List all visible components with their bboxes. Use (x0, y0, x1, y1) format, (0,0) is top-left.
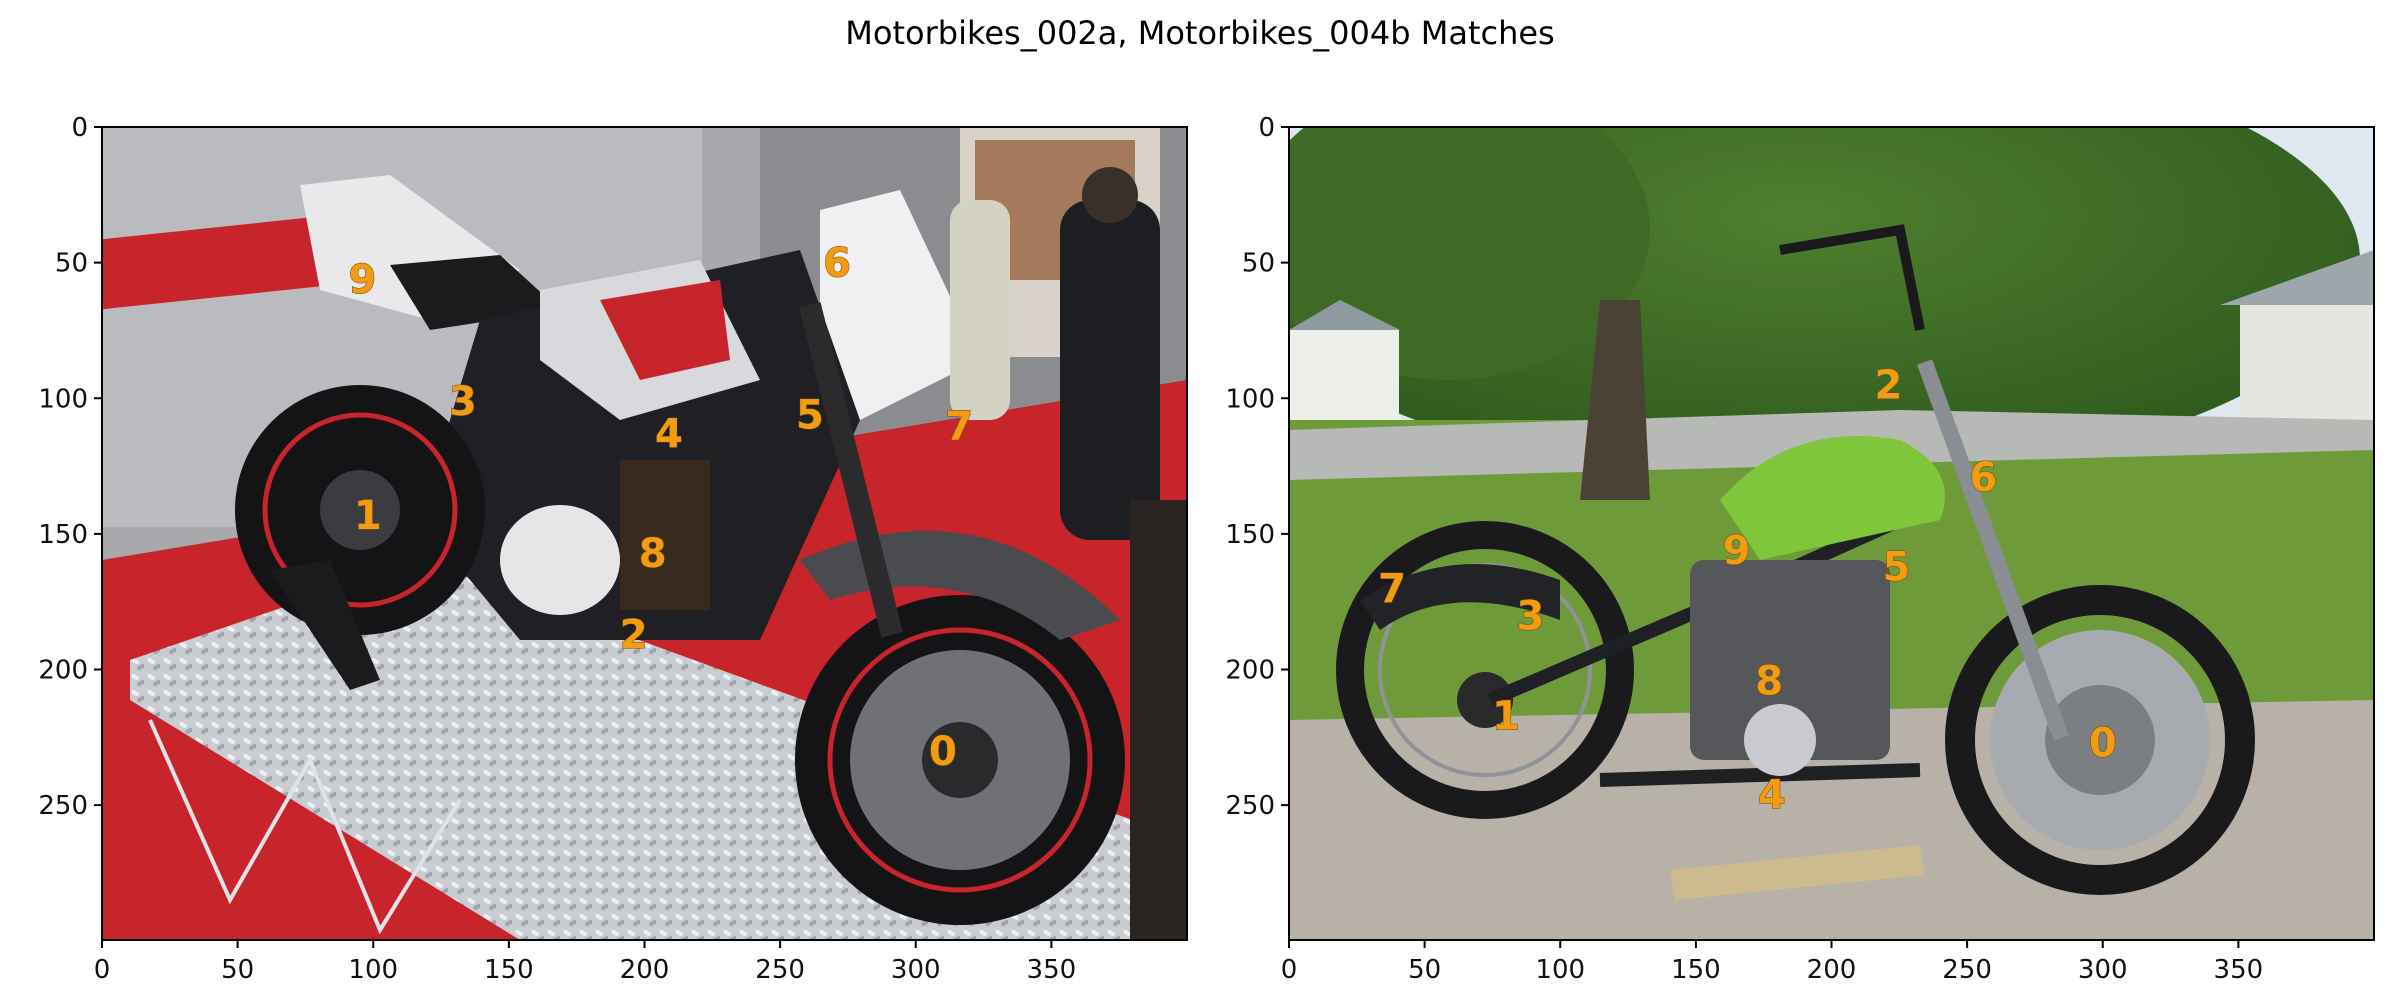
keypoint-label-6: 6 (1969, 455, 1997, 501)
keypoint-label-3: 3 (1516, 593, 1544, 639)
x-tick-label: 0 (94, 955, 111, 985)
keypoint-label-9: 9 (348, 257, 376, 303)
left-y-axis: 0 50 100 150 200 250 (38, 113, 102, 821)
x-tick-label: 200 (620, 955, 670, 985)
x-tick-label: 100 (348, 955, 398, 985)
x-tick-label: 300 (891, 955, 941, 985)
left-keypoints: 0 1 2 3 4 5 6 7 8 9 (348, 240, 974, 775)
left-panel: 0 50 100 150 200 250 300 350 0 50 100 150 200 250 0 1… (38, 113, 1188, 985)
left-photo (102, 127, 1187, 940)
keypoint-label-4: 4 (1758, 772, 1786, 818)
x-tick-label: 150 (1671, 955, 1721, 985)
y-tick-label: 100 (1225, 384, 1275, 414)
keypoint-label-7: 7 (945, 403, 973, 449)
keypoint-label-1: 1 (1492, 694, 1520, 740)
keypoint-label-2: 2 (1875, 363, 1903, 409)
keypoint-label-1: 1 (354, 493, 382, 539)
y-tick-label: 200 (1225, 656, 1275, 686)
x-tick-label: 250 (1942, 955, 1992, 985)
right-y-axis: 0 50 100 150 200 250 (1225, 113, 1289, 821)
y-tick-label: 150 (1225, 520, 1275, 550)
x-tick-label: 300 (2078, 955, 2128, 985)
keypoint-label-6: 6 (823, 241, 851, 287)
keypoint-label-9: 9 (1723, 528, 1751, 574)
x-tick-label: 200 (1807, 955, 1857, 985)
y-tick-label: 50 (1242, 249, 1275, 279)
keypoint-label-0: 0 (929, 729, 957, 775)
x-tick-label: 0 (1281, 955, 1298, 985)
y-tick-label: 200 (38, 656, 88, 686)
y-tick-label: 50 (55, 249, 88, 279)
y-tick-label: 0 (71, 113, 88, 143)
figure-title: Motorbikes_002a, Motorbikes_004b Matches (845, 14, 1554, 52)
keypoint-label-5: 5 (1883, 544, 1911, 590)
keypoint-label-4: 4 (655, 412, 683, 458)
y-tick-label: 0 (1258, 113, 1275, 143)
x-tick-label: 350 (1027, 955, 1077, 985)
left-x-axis: 0 50 100 150 200 250 300 350 (94, 940, 1076, 985)
keypoint-label-0: 0 (2089, 721, 2117, 767)
keypoint-label-7: 7 (1378, 566, 1406, 612)
x-tick-label: 150 (484, 955, 534, 985)
y-tick-label: 150 (38, 520, 88, 550)
x-tick-label: 50 (1408, 955, 1441, 985)
keypoint-label-2: 2 (620, 612, 648, 658)
y-tick-label: 250 (38, 791, 88, 821)
x-tick-label: 350 (2214, 955, 2264, 985)
right-keypoints: 0 1 2 3 4 5 6 7 8 9 (1378, 362, 2118, 819)
x-tick-label: 100 (1535, 955, 1585, 985)
right-panel: 0 50 100 150 200 250 300 350 0 50 100 150 200 250 0 1… (1225, 113, 2375, 985)
y-tick-label: 250 (1225, 791, 1275, 821)
x-tick-label: 250 (755, 955, 805, 985)
keypoint-label-3: 3 (449, 379, 477, 425)
keypoint-label-8: 8 (639, 531, 667, 577)
right-photo (1289, 127, 2374, 940)
keypoint-label-5: 5 (796, 393, 824, 439)
x-tick-label: 50 (221, 955, 254, 985)
keypoint-label-8: 8 (1755, 658, 1783, 704)
right-x-axis: 0 50 100 150 200 250 300 350 (1281, 940, 2263, 985)
y-tick-label: 100 (38, 384, 88, 414)
